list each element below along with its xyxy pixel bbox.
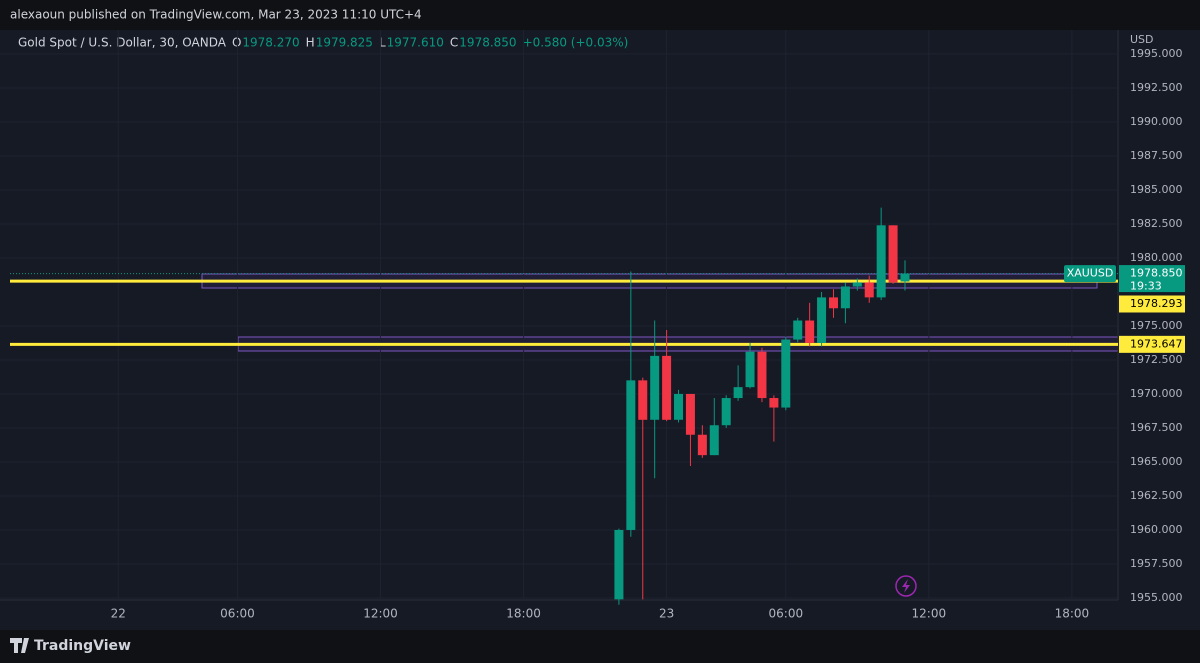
y-tick-label: 1987.500 (1130, 149, 1183, 162)
axis-unit: USD (1130, 33, 1154, 46)
legend-value: 1977.610 (387, 36, 444, 50)
y-tick-label: 1960.000 (1130, 523, 1183, 536)
legend-title: Gold Spot / U.S. Dollar, 30, OANDA (18, 36, 227, 50)
y-tick-label: 1992.500 (1130, 81, 1183, 94)
x-tick-label: 12:00 (363, 607, 398, 621)
x-tick-label: 06:00 (769, 607, 804, 621)
candle-body (662, 355, 672, 420)
legend-key: C (450, 36, 458, 50)
price-label: 1978.850 (1130, 267, 1183, 280)
legend: Gold Spot / U.S. Dollar, 30, OANDA O 1978.… (18, 36, 628, 50)
candle-body (769, 398, 779, 408)
candle-body (733, 387, 743, 399)
candle-body (745, 351, 755, 388)
y-tick-label: 1995.000 (1130, 47, 1183, 60)
candle-body (614, 529, 624, 600)
legend-value: 1978.270 (242, 36, 299, 50)
y-tick-label: 1957.500 (1130, 557, 1183, 570)
x-tick-label: 23 (659, 607, 674, 621)
price-badge (1119, 265, 1185, 293)
y-tick-label: 1980.000 (1130, 251, 1183, 264)
candle-body (626, 380, 636, 530)
symbol-label: XAUUSD (1067, 267, 1114, 280)
candle-body (697, 434, 707, 456)
level-label: 1973.647 (1130, 337, 1183, 350)
y-tick-label: 1955.000 (1130, 591, 1183, 604)
legend-change: +0.580 (+0.03%) (523, 36, 629, 50)
candle-body (888, 225, 898, 283)
y-tick-label: 1982.500 (1130, 217, 1183, 230)
candle-body (781, 339, 791, 408)
x-tick-label: 22 (111, 607, 126, 621)
level-badge (1119, 295, 1185, 313)
candle-body (674, 393, 684, 420)
candle-body (828, 297, 838, 309)
candle-body (757, 351, 767, 399)
level-label: 1978.293 (1130, 297, 1183, 310)
countdown-label: 19:33 (1130, 280, 1162, 293)
x-tick-label: 18:00 (506, 607, 541, 621)
candle-body (852, 282, 862, 287)
bolt-icon[interactable] (895, 575, 917, 597)
y-tick-label: 1975.000 (1130, 319, 1183, 332)
published-line: alexaoun published on TradingView.com, M… (10, 8, 422, 22)
candle-body (650, 355, 660, 420)
brand-name: TradingView (34, 638, 131, 654)
candle-body (793, 320, 803, 340)
x-tick-label: 12:00 (912, 607, 947, 621)
candle-body (638, 380, 648, 420)
candle-body (840, 286, 850, 309)
level-badge (1119, 335, 1185, 353)
y-tick-label: 1967.500 (1130, 421, 1183, 434)
candle-body (876, 225, 886, 298)
chart-background (0, 30, 1200, 630)
legend-key: L (379, 36, 386, 50)
candle-body (864, 282, 874, 298)
y-tick-label: 1990.000 (1130, 115, 1183, 128)
candle-body (805, 320, 815, 343)
y-tick-label: 1965.000 (1130, 455, 1183, 468)
brand-logo (10, 638, 29, 653)
y-tick-label: 1970.000 (1130, 387, 1183, 400)
y-tick-label: 1985.000 (1130, 183, 1183, 196)
legend-value: 1978.850 (459, 36, 516, 50)
legend-value: 1979.825 (316, 36, 373, 50)
candle-body (709, 425, 719, 456)
y-tick-label: 1962.500 (1130, 489, 1183, 502)
x-tick-label: 06:00 (220, 607, 255, 621)
legend-key: H (306, 36, 315, 50)
legend-key: O (232, 36, 241, 50)
candle-body (817, 297, 827, 343)
candle-body (685, 393, 695, 435)
candle-body (900, 273, 910, 282)
y-tick-label: 1972.500 (1130, 353, 1183, 366)
bolt-icon-glyph (902, 579, 910, 593)
symbol-badge (1064, 265, 1116, 283)
candle-body (721, 398, 731, 426)
x-tick-label: 18:00 (1055, 607, 1090, 621)
